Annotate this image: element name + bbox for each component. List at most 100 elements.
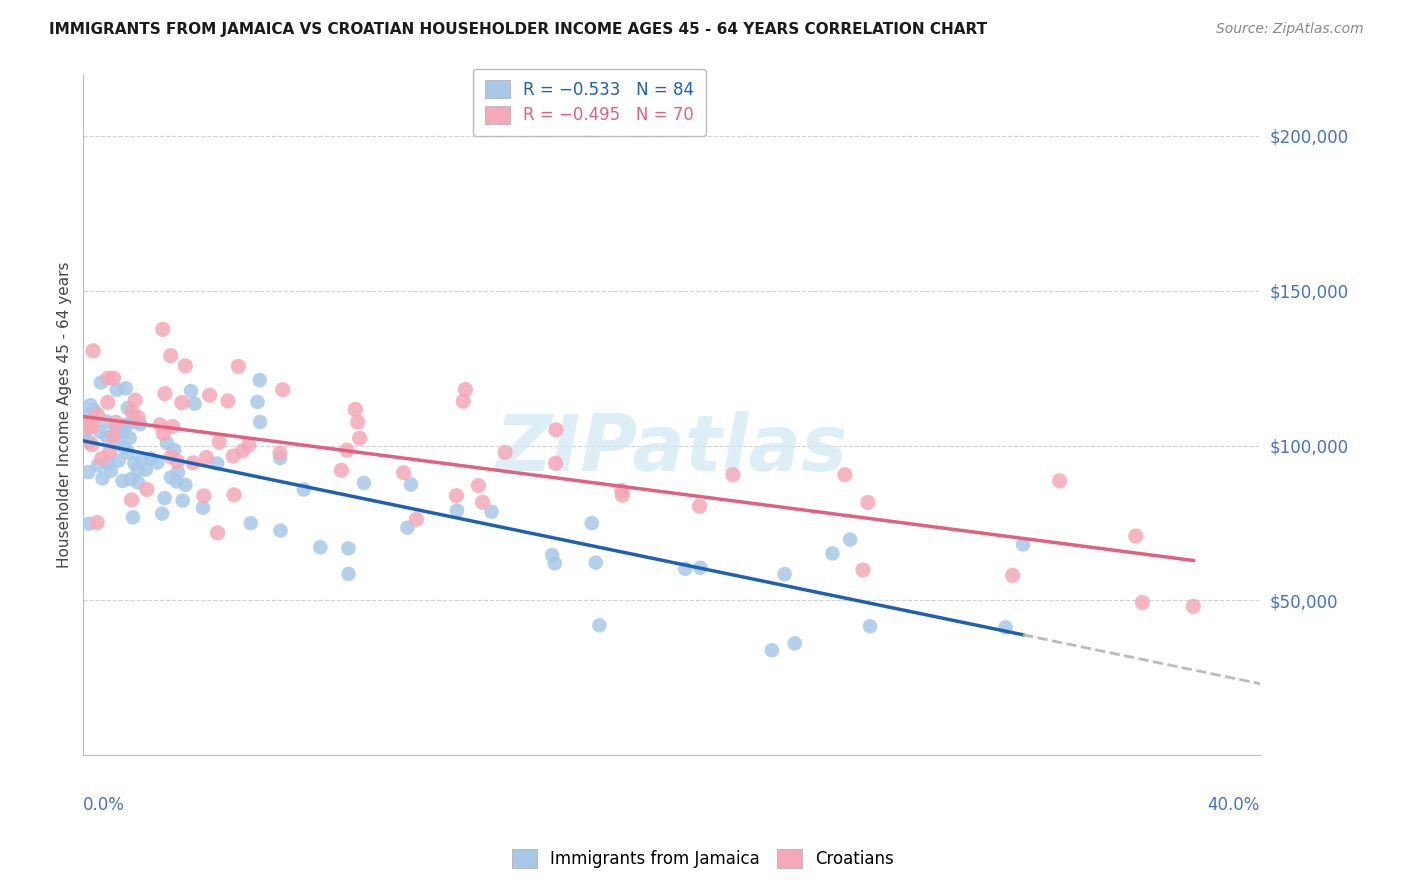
Point bbox=[127, 410, 149, 425]
Point bbox=[1125, 529, 1147, 543]
Point bbox=[783, 636, 806, 650]
Point bbox=[610, 483, 633, 498]
Point bbox=[673, 562, 696, 576]
Point bbox=[761, 643, 783, 657]
Point bbox=[129, 417, 152, 432]
Point bbox=[246, 395, 269, 409]
Point bbox=[107, 453, 129, 467]
Point bbox=[581, 516, 603, 530]
Point bbox=[146, 456, 169, 470]
Point bbox=[96, 414, 118, 428]
Point bbox=[238, 438, 260, 452]
Point bbox=[588, 618, 610, 632]
Point bbox=[239, 516, 262, 531]
Point bbox=[344, 402, 367, 417]
Point bbox=[399, 477, 422, 491]
Point bbox=[859, 619, 882, 633]
Point bbox=[122, 510, 145, 524]
Point bbox=[170, 395, 193, 409]
Point bbox=[454, 383, 477, 397]
Point bbox=[721, 467, 744, 482]
Text: 0.0%: 0.0% bbox=[83, 797, 125, 814]
Point bbox=[585, 556, 607, 570]
Point bbox=[467, 478, 489, 492]
Text: 40.0%: 40.0% bbox=[1208, 797, 1260, 814]
Point bbox=[122, 409, 145, 424]
Point bbox=[269, 451, 291, 466]
Point bbox=[79, 398, 101, 412]
Point bbox=[160, 450, 183, 464]
Point bbox=[330, 463, 353, 477]
Point bbox=[544, 456, 567, 470]
Point bbox=[152, 322, 174, 336]
Point bbox=[232, 444, 254, 458]
Point bbox=[1182, 599, 1205, 614]
Point bbox=[86, 408, 108, 422]
Point bbox=[271, 383, 294, 397]
Point bbox=[77, 465, 100, 479]
Legend: R = −0.533   N = 84, R = −0.495   N = 70: R = −0.533 N = 84, R = −0.495 N = 70 bbox=[472, 69, 706, 136]
Point bbox=[834, 467, 856, 482]
Point bbox=[222, 449, 245, 463]
Point bbox=[269, 446, 291, 460]
Point bbox=[77, 516, 100, 531]
Point bbox=[191, 500, 214, 515]
Point bbox=[856, 495, 879, 509]
Point bbox=[150, 507, 173, 521]
Point bbox=[353, 475, 375, 490]
Point bbox=[1001, 568, 1024, 582]
Point bbox=[396, 521, 419, 535]
Point bbox=[346, 415, 368, 429]
Point bbox=[117, 417, 139, 432]
Point bbox=[207, 525, 229, 540]
Point bbox=[349, 431, 371, 445]
Point bbox=[839, 533, 862, 547]
Point bbox=[131, 451, 153, 466]
Point bbox=[114, 381, 136, 395]
Point bbox=[121, 492, 143, 507]
Point bbox=[121, 405, 143, 419]
Point bbox=[103, 429, 125, 443]
Point bbox=[446, 503, 468, 517]
Point bbox=[405, 512, 427, 526]
Point bbox=[172, 493, 194, 508]
Point bbox=[337, 566, 360, 581]
Point bbox=[205, 457, 228, 471]
Point bbox=[111, 425, 134, 439]
Point bbox=[494, 445, 516, 459]
Point bbox=[100, 464, 122, 478]
Point bbox=[91, 471, 114, 485]
Point bbox=[90, 451, 112, 466]
Point bbox=[689, 560, 711, 574]
Point bbox=[118, 431, 141, 445]
Point bbox=[153, 491, 176, 505]
Text: IMMIGRANTS FROM JAMAICA VS CROATIAN HOUSEHOLDER INCOME AGES 45 - 64 YEARS CORREL: IMMIGRANTS FROM JAMAICA VS CROATIAN HOUS… bbox=[49, 22, 987, 37]
Point bbox=[104, 415, 127, 429]
Text: ZIPatlas: ZIPatlas bbox=[495, 410, 848, 487]
Point bbox=[127, 415, 149, 429]
Point bbox=[75, 409, 97, 424]
Point bbox=[688, 499, 710, 513]
Point bbox=[481, 505, 503, 519]
Point bbox=[127, 463, 149, 477]
Point bbox=[226, 359, 249, 374]
Point bbox=[120, 472, 142, 486]
Point bbox=[117, 446, 139, 460]
Point bbox=[249, 415, 271, 429]
Text: Source: ZipAtlas.com: Source: ZipAtlas.com bbox=[1216, 22, 1364, 37]
Point bbox=[217, 393, 239, 408]
Point bbox=[852, 563, 875, 577]
Point bbox=[181, 456, 204, 470]
Point bbox=[90, 376, 112, 390]
Point bbox=[446, 489, 468, 503]
Point bbox=[541, 548, 564, 562]
Point bbox=[156, 436, 179, 450]
Point bbox=[96, 430, 118, 444]
Point bbox=[117, 401, 139, 415]
Point bbox=[105, 383, 128, 397]
Point bbox=[153, 386, 176, 401]
Point bbox=[98, 444, 121, 458]
Point bbox=[127, 475, 149, 490]
Point bbox=[195, 450, 218, 465]
Point bbox=[222, 488, 245, 502]
